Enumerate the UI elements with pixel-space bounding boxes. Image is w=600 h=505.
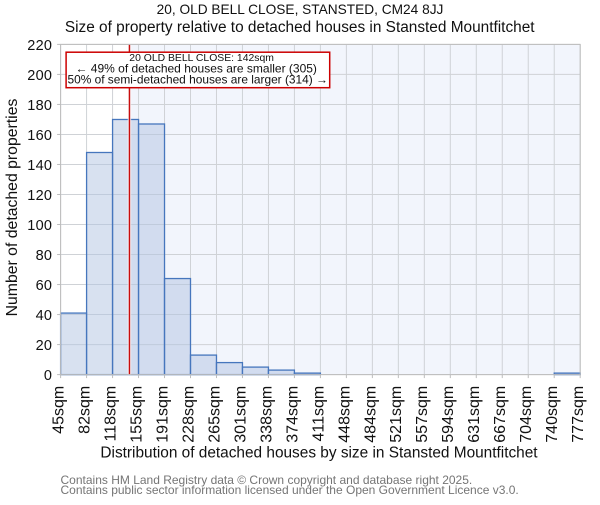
- svg-text:60: 60: [36, 278, 53, 294]
- svg-text:594sqm: 594sqm: [440, 386, 457, 443]
- svg-text:704sqm: 704sqm: [518, 386, 535, 443]
- svg-text:155sqm: 155sqm: [128, 386, 145, 443]
- svg-text:740sqm: 740sqm: [544, 386, 561, 443]
- svg-text:557sqm: 557sqm: [414, 386, 431, 443]
- svg-text:160: 160: [27, 128, 52, 144]
- svg-text:411sqm: 411sqm: [310, 386, 327, 442]
- svg-text:Contains public sector informa: Contains public sector information licen…: [61, 483, 519, 497]
- svg-text:265sqm: 265sqm: [206, 386, 223, 443]
- svg-text:631sqm: 631sqm: [466, 386, 483, 443]
- svg-text:0: 0: [44, 368, 52, 384]
- svg-text:120: 120: [27, 188, 52, 204]
- svg-text:521sqm: 521sqm: [388, 386, 405, 443]
- svg-text:80: 80: [36, 248, 53, 264]
- svg-text:484sqm: 484sqm: [362, 386, 379, 443]
- svg-text:140: 140: [27, 158, 52, 174]
- svg-text:180: 180: [27, 98, 52, 114]
- svg-text:Size of property relative to d: Size of property relative to detached ho…: [65, 19, 535, 36]
- svg-text:45sqm: 45sqm: [51, 386, 68, 434]
- svg-text:Distribution of detached house: Distribution of detached houses by size …: [100, 445, 538, 462]
- svg-text:338sqm: 338sqm: [258, 386, 275, 443]
- svg-text:118sqm: 118sqm: [102, 386, 119, 442]
- svg-text:20, OLD BELL CLOSE, STANSTED,: 20, OLD BELL CLOSE, STANSTED, CM24 8JJ: [157, 2, 444, 17]
- svg-text:448sqm: 448sqm: [336, 386, 353, 443]
- svg-text:374sqm: 374sqm: [284, 386, 301, 443]
- svg-text:20: 20: [36, 338, 53, 354]
- svg-text:191sqm: 191sqm: [154, 386, 171, 443]
- svg-text:40: 40: [36, 308, 53, 324]
- svg-text:200: 200: [27, 68, 52, 84]
- svg-text:220: 220: [27, 38, 52, 54]
- svg-text:82sqm: 82sqm: [76, 386, 93, 434]
- svg-text:100: 100: [27, 218, 52, 234]
- svg-text:Number of detached properties: Number of detached properties: [4, 99, 21, 317]
- svg-text:667sqm: 667sqm: [492, 386, 509, 443]
- svg-text:50% of semi-detached houses ar: 50% of semi-detached houses are larger (…: [67, 73, 327, 87]
- svg-text:20 OLD BELL CLOSE: 142sqm: 20 OLD BELL CLOSE: 142sqm: [129, 53, 274, 64]
- svg-text:301sqm: 301sqm: [232, 386, 249, 443]
- svg-text:228sqm: 228sqm: [180, 386, 197, 443]
- svg-text:← 49% of detached houses are s: ← 49% of detached houses are smaller (30…: [75, 61, 316, 75]
- svg-text:777sqm: 777sqm: [570, 386, 587, 443]
- svg-text:Contains HM Land Registry data: Contains HM Land Registry data © Crown c…: [61, 473, 473, 487]
